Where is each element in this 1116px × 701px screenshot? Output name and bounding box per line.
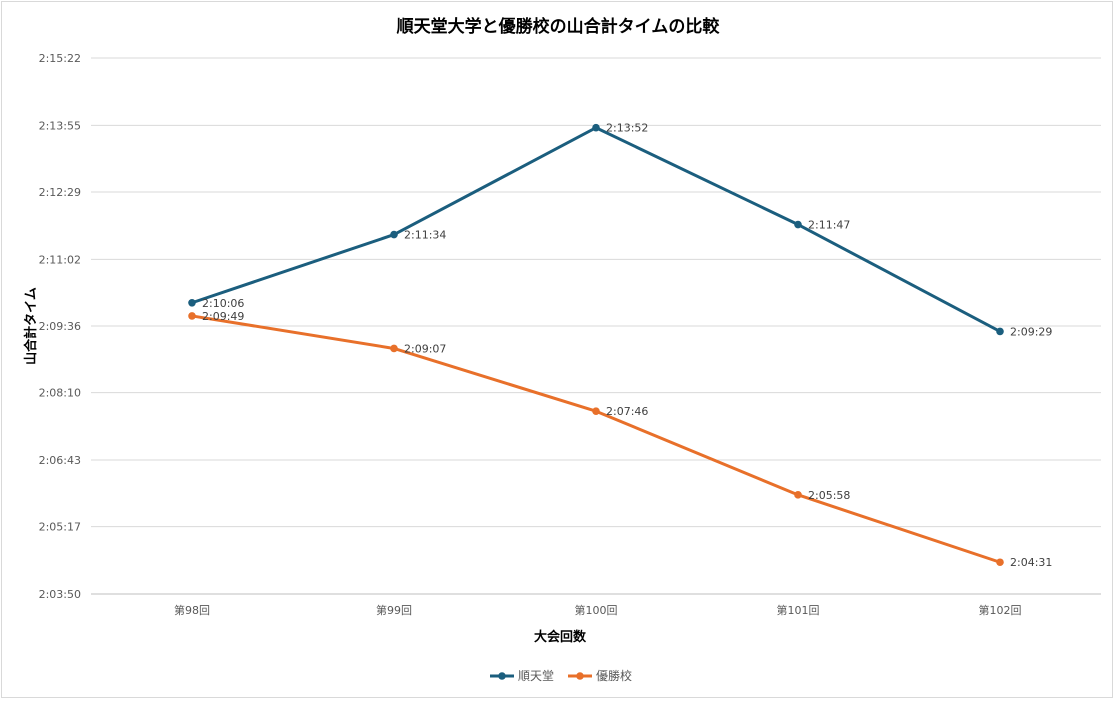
legend-label: 優勝校	[596, 668, 632, 683]
y-tick-label: 2:08:10	[39, 387, 81, 400]
data-point	[996, 558, 1004, 567]
data-label: 2:09:07	[404, 342, 446, 355]
series-lines: 2:10:062:11:342:13:522:11:472:09:292:09:…	[188, 122, 1052, 569]
legend: 順天堂 優勝校	[490, 668, 632, 683]
x-tick-label: 第98回	[174, 603, 210, 617]
data-label: 2:05:58	[808, 489, 850, 502]
data-label: 2:11:47	[808, 219, 850, 232]
series-line	[191, 126, 1001, 333]
data-label: 2:09:49	[202, 310, 244, 323]
y-tick-label: 2:11:02	[39, 253, 81, 266]
data-point	[794, 491, 802, 499]
series-0: 2:10:06 2:11:34 2:13:52 2:11:47 2:09:29	[188, 122, 1052, 338]
x-axis-ticks: 第98回 第99回 第100回 第101回 第102回	[174, 603, 1022, 617]
x-tick-label: 第100回	[575, 603, 618, 617]
gridlines	[91, 57, 1101, 595]
x-tick-label: 第101回	[777, 603, 820, 617]
legend-label: 順天堂	[518, 669, 554, 683]
y-tick-label: 2:13:55	[39, 119, 81, 132]
x-tick-label: 第102回	[979, 603, 1022, 617]
data-point	[390, 344, 398, 353]
x-tick-label: 第99回	[376, 603, 412, 617]
y-tick-label: 2:06:43	[39, 454, 81, 467]
data-label: 2:04:31	[1010, 556, 1052, 569]
y-tick-label: 2:03:50	[39, 588, 81, 601]
data-label: 2:09:29	[1010, 325, 1052, 338]
data-point	[794, 220, 802, 229]
data-label: 2:10:06	[202, 297, 244, 310]
series-line	[191, 314, 1001, 564]
data-point	[188, 298, 196, 307]
legend-item: 順天堂	[490, 669, 554, 683]
data-point	[390, 230, 398, 239]
legend-marker	[576, 672, 584, 680]
y-axis-ticks: 2:03:50 2:05:17 2:06:43 2:08:10 2:09:36 2:11:…	[39, 52, 81, 601]
data-label: 2:11:34	[404, 229, 446, 242]
data-label: 2:07:46	[606, 405, 648, 418]
data-point	[592, 407, 600, 416]
y-tick-label: 2:05:17	[39, 521, 81, 534]
data-point	[996, 327, 1004, 336]
chart-title: 順天堂大学と優勝校の山合計タイムの比較	[397, 16, 721, 37]
y-tick-label: 2:12:29	[39, 186, 81, 199]
y-tick-label: 2:15:22	[39, 52, 81, 65]
legend-item: 優勝校	[568, 668, 632, 683]
data-label: 2:13:52	[606, 122, 648, 135]
data-point	[592, 123, 600, 132]
x-axis-label: 大会回数	[534, 629, 587, 645]
legend-marker	[498, 672, 506, 680]
y-axis-label: 山合計タイム	[23, 287, 39, 365]
y-tick-label: 2:09:36	[39, 320, 81, 333]
data-point	[188, 312, 196, 320]
series-1: 2:09:49 2:09:07 2:07:46 2:05:58 2:04:31	[188, 310, 1052, 569]
